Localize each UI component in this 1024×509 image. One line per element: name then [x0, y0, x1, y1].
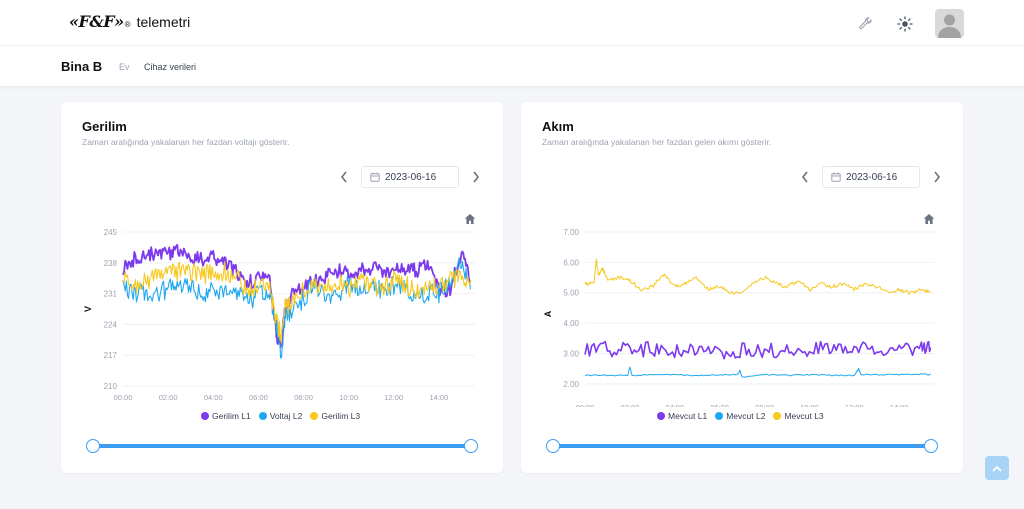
date-navigator: 2023-06-16 [337, 166, 483, 188]
legend-label: Gerilim L3 [321, 411, 361, 421]
date-picker-input[interactable]: 2023-06-16 [822, 166, 920, 188]
user-avatar[interactable] [935, 9, 964, 38]
slider-start-handle[interactable] [86, 439, 100, 453]
legend-color-dot [201, 412, 209, 420]
legend-color-dot [258, 412, 267, 420]
x-tick-label: 12:00 [845, 403, 864, 407]
y-tick-label: 6.00 [563, 258, 579, 267]
y-axis-label: A [543, 310, 553, 317]
time-range-slider[interactable] [86, 439, 478, 453]
slider-track[interactable] [93, 444, 471, 448]
y-tick-label: 238 [104, 259, 118, 268]
date-picker-input[interactable]: 2023-06-16 [361, 166, 459, 188]
calendar-icon [370, 172, 380, 182]
legend-item[interactable]: Mevcut L2 [715, 411, 765, 421]
series-line-mevcut-l3[interactable] [584, 258, 931, 295]
chevron-left-icon[interactable] [798, 170, 812, 184]
legend-item[interactable]: Mevcut L1 [657, 411, 707, 421]
legend-color-dot [773, 412, 782, 420]
x-tick-label: 08:00 [294, 393, 313, 402]
breadcrumb-bar: Bina B Ev Cihaz verileri [0, 46, 1024, 86]
chart-reset-zoom-home-icon[interactable] [923, 212, 937, 226]
x-tick-label: 00:00 [114, 393, 133, 402]
x-tick-label: 04:00 [665, 403, 684, 407]
y-tick-label: 224 [104, 320, 118, 329]
x-tick-label: 14:00 [890, 403, 909, 407]
legend-label: Mevcut L2 [726, 411, 766, 421]
legend-item[interactable]: Gerilim L3 [310, 411, 360, 421]
legend-item[interactable]: Gerilim L1 [201, 411, 251, 421]
chart-legend: Gerilim L1 Voltaj L2 Gerilim L3 [201, 411, 360, 421]
wrench-icon[interactable] [855, 14, 875, 34]
y-tick-label: 5.00 [563, 289, 579, 298]
legend-item[interactable]: Voltaj L2 [258, 411, 303, 421]
chevron-left-icon[interactable] [337, 170, 351, 184]
card-subtitle: Zaman aralığında yakalanan her fazdan ge… [542, 137, 772, 147]
x-tick-label: 10:00 [339, 393, 358, 402]
x-tick-label: 06:00 [249, 393, 268, 402]
time-range-slider[interactable] [546, 439, 938, 453]
card-title: Akım [542, 119, 574, 134]
y-tick-label: 231 [104, 290, 118, 299]
user-silhouette-icon [938, 14, 961, 38]
date-value: 2023-06-16 [846, 171, 898, 183]
brand-logo[interactable]: «F&F» ® telemetri [69, 12, 190, 31]
breadcrumb-device-data-link[interactable]: Cihaz verileri [144, 62, 197, 72]
slider-end-handle[interactable] [924, 439, 938, 453]
x-tick-label: 12:00 [384, 393, 403, 402]
chevron-right-icon[interactable] [930, 170, 944, 184]
series-line-mevcut-l2[interactable] [584, 366, 931, 378]
slider-track[interactable] [553, 444, 931, 448]
y-tick-label: 7.00 [563, 228, 579, 237]
voltage-line-chart[interactable]: 210 217 224 231 238 245 V 00:00 02:00 04:00 06:00 0… [61, 222, 503, 407]
x-tick-label: 06:00 [710, 403, 729, 407]
slider-end-handle[interactable] [464, 439, 478, 453]
calendar-icon [831, 172, 841, 182]
card-title: Gerilim [82, 119, 127, 134]
current-card: Akım Zaman aralığında yakalanan her fazd… [521, 102, 963, 473]
date-navigator: 2023-06-16 [798, 166, 944, 188]
breadcrumb-home-link[interactable]: Ev [119, 62, 130, 72]
chevron-right-icon[interactable] [469, 170, 483, 184]
series-line-mevcut-l1[interactable] [584, 340, 932, 360]
brand-registered-mark: ® [124, 20, 131, 29]
legend-label: Mevcut L3 [784, 411, 824, 421]
x-tick-label: 14:00 [430, 393, 449, 402]
arrow-up-icon [992, 465, 1002, 472]
legend-label: Mevcut L1 [668, 411, 708, 421]
y-tick-label: 3.00 [563, 349, 579, 358]
y-tick-label: 217 [104, 351, 118, 360]
y-tick-label: 210 [104, 382, 118, 391]
series-line-gerilim-l3[interactable] [122, 261, 472, 344]
slider-start-handle[interactable] [546, 439, 560, 453]
top-navbar: «F&F» ® telemetri [0, 0, 1024, 46]
sun-icon[interactable] [895, 14, 915, 34]
y-tick-label: 4.00 [563, 319, 579, 328]
x-tick-label: 10:00 [800, 403, 819, 407]
y-tick-label: 2.00 [563, 380, 579, 389]
page-title: Bina B [61, 59, 103, 74]
voltage-card: Gerilim Zaman aralığında yakalanan her f… [61, 102, 503, 473]
y-axis-label: V [83, 306, 93, 312]
x-tick-label: 04:00 [204, 393, 223, 402]
scroll-to-top-button[interactable] [985, 456, 1009, 480]
legend-color-dot [310, 412, 319, 420]
legend-label: Voltaj L2 [269, 411, 303, 421]
legend-color-dot [657, 412, 665, 420]
x-tick-label: 00:00 [576, 403, 595, 407]
legend-label: Gerilim L1 [212, 411, 251, 421]
brand-name: telemetri [136, 14, 191, 30]
x-tick-label: 02:00 [159, 393, 178, 402]
legend-item[interactable]: Mevcut L3 [773, 411, 824, 421]
chart-reset-zoom-home-icon[interactable] [464, 212, 478, 226]
date-value: 2023-06-16 [385, 171, 437, 183]
x-tick-label: 02:00 [620, 403, 639, 407]
x-tick-label: 08:00 [755, 403, 774, 407]
legend-color-dot [715, 412, 724, 420]
card-subtitle: Zaman aralığında yakalanan her fazdan vo… [82, 137, 290, 147]
current-line-chart[interactable]: 2.00 3.00 4.00 5.00 6.00 7.00 A 00:00 02:00 04:00… [521, 222, 963, 407]
chart-legend: Mevcut L1 Mevcut L2 Mevcut L3 [657, 411, 824, 421]
y-tick-label: 245 [104, 228, 118, 237]
brand-mark: «F&F» [69, 12, 124, 31]
